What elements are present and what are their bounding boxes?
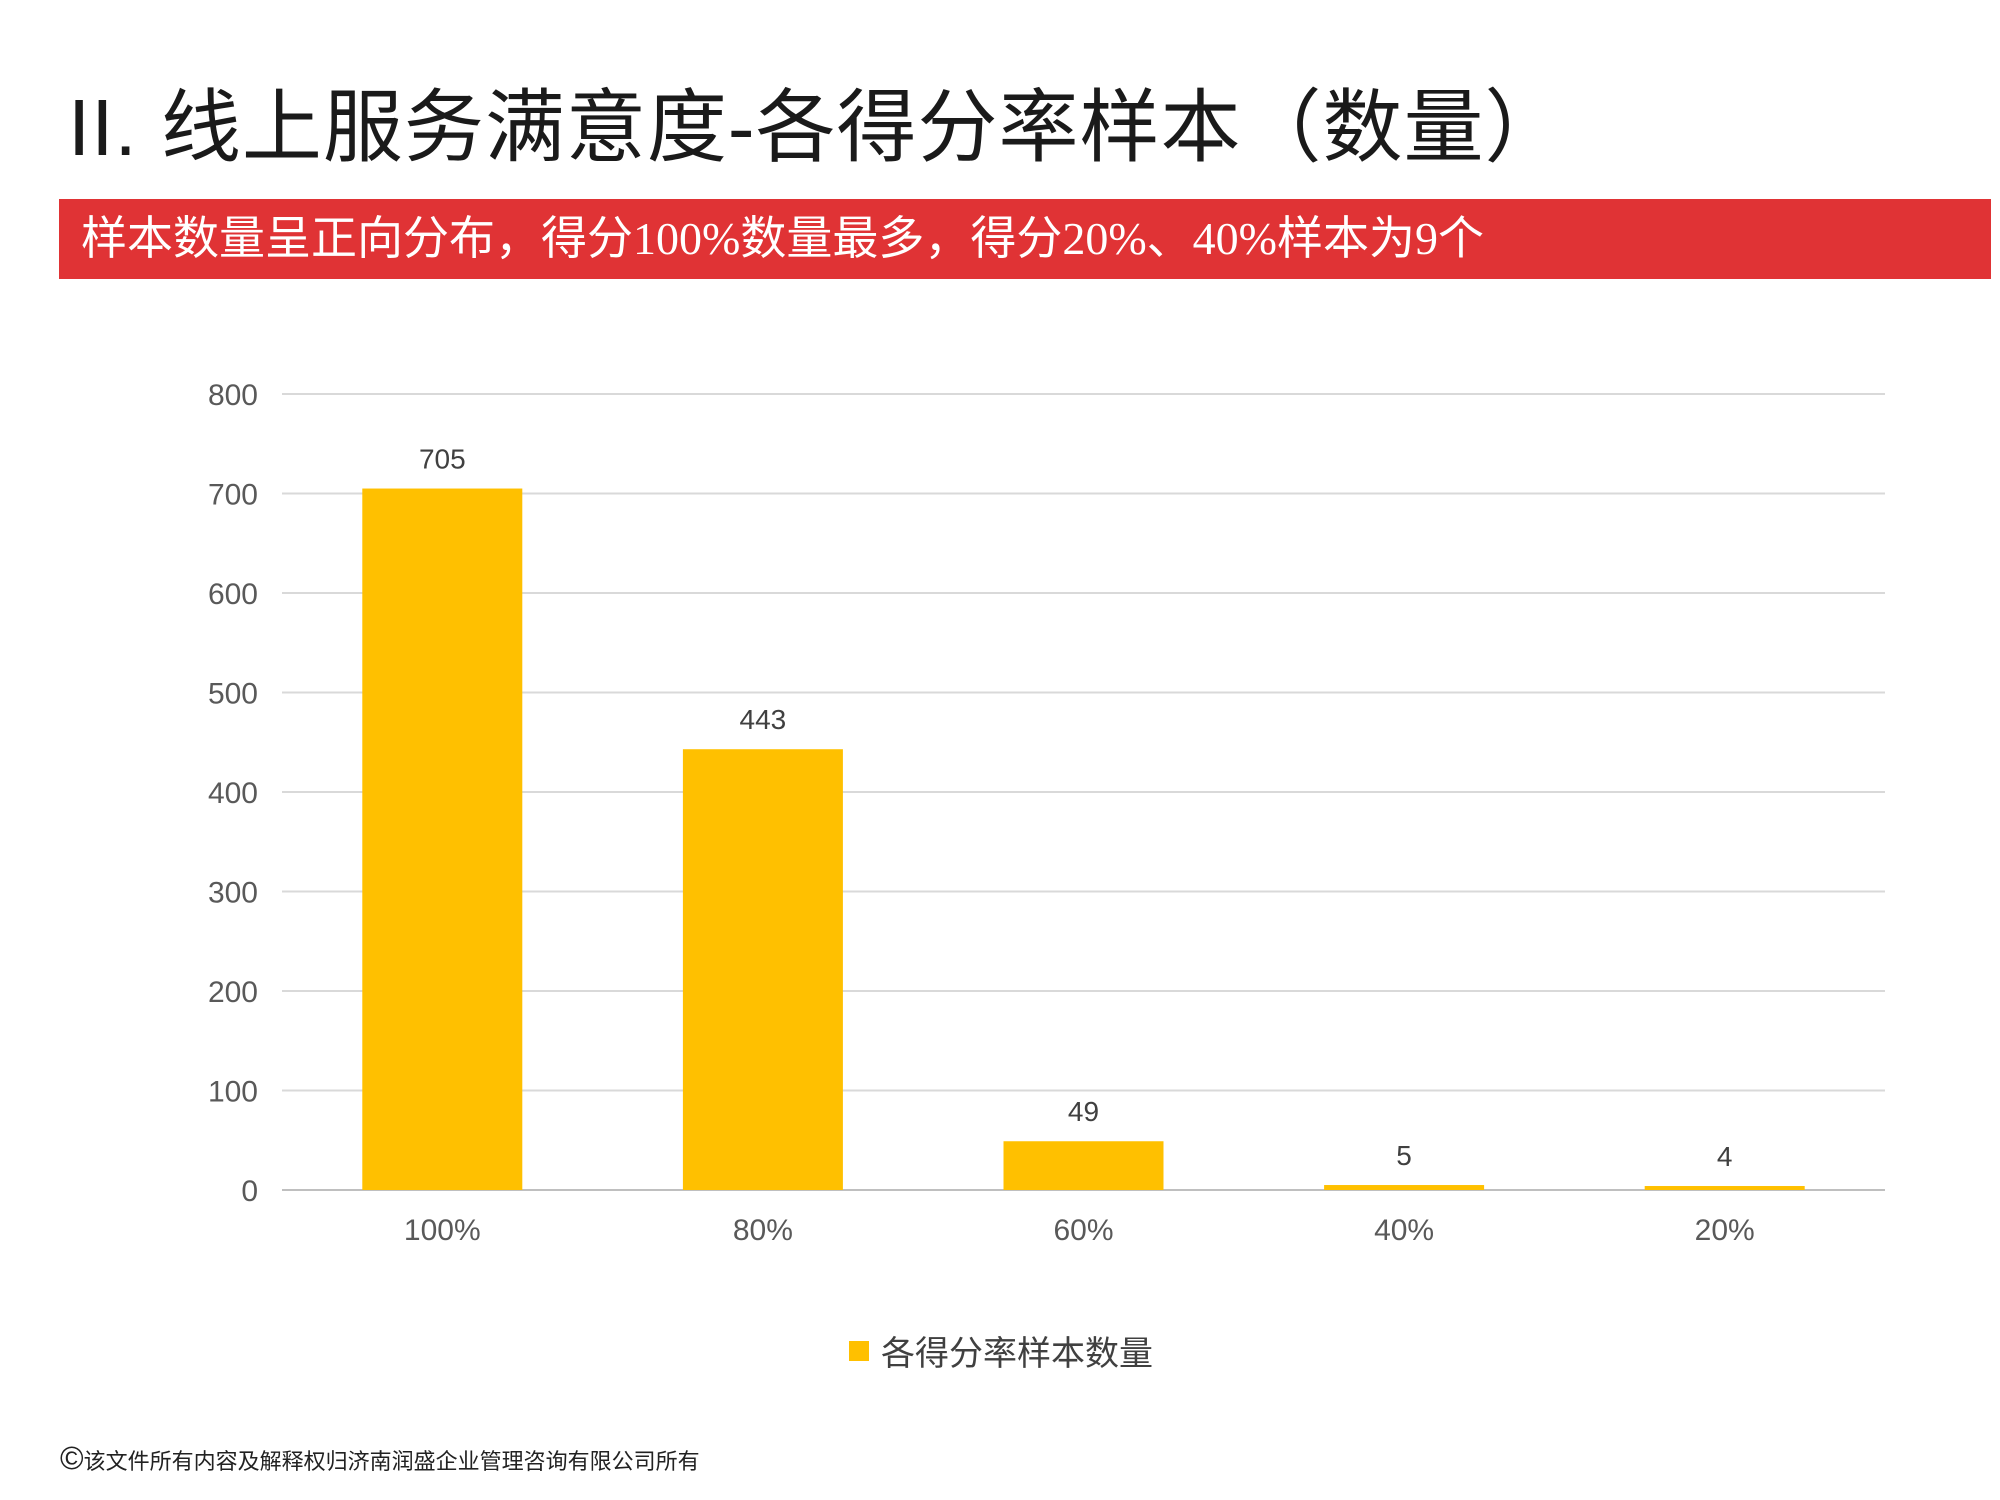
bar-20% bbox=[1644, 1186, 1805, 1190]
data-label: 443 bbox=[740, 704, 787, 735]
y-tick-label: 200 bbox=[208, 976, 258, 1009]
bar-40% bbox=[1324, 1185, 1485, 1190]
y-tick-label: 600 bbox=[208, 578, 258, 611]
x-tick-label: 40% bbox=[1374, 1214, 1434, 1247]
data-label: 4 bbox=[1717, 1141, 1733, 1172]
legend-swatch bbox=[849, 1340, 869, 1361]
chart-legend: 各得分率样本数量 bbox=[849, 1326, 1153, 1375]
summary-banner: 样本数量呈正向分布，得分100%数量最多，得分20%、40%样本为9个 bbox=[59, 199, 1991, 279]
bar-60% bbox=[1003, 1141, 1164, 1190]
data-label: 49 bbox=[1068, 1096, 1099, 1127]
bar-80% bbox=[682, 749, 843, 1190]
y-tick-label: 100 bbox=[208, 1076, 258, 1109]
data-label: 705 bbox=[419, 444, 466, 475]
y-tick-label: 0 bbox=[241, 1175, 258, 1208]
y-tick-label: 800 bbox=[208, 379, 258, 412]
x-tick-label: 60% bbox=[1053, 1214, 1113, 1247]
legend-label: 各得分率样本数量 bbox=[881, 1335, 1153, 1373]
summary-text: 样本数量呈正向分布，得分100%数量最多，得分20%、40%样本为9个 bbox=[81, 213, 1484, 264]
page-title: II. 线上服务满意度-各得分率样本（数量） bbox=[68, 83, 1566, 172]
bar-100% bbox=[362, 488, 523, 1190]
data-label: 5 bbox=[1396, 1140, 1412, 1171]
copyright-icon: © bbox=[60, 1440, 84, 1476]
x-tick-label: 100% bbox=[404, 1214, 481, 1247]
copyright-footer: ©该文件所有内容及解释权归济南润盛企业管理咨询有限公司所有 bbox=[60, 1440, 700, 1477]
copyright-text: 该文件所有内容及解释权归济南润盛企业管理咨询有限公司所有 bbox=[83, 1449, 700, 1474]
x-tick-label: 20% bbox=[1695, 1214, 1755, 1247]
y-tick-label: 700 bbox=[208, 479, 258, 512]
y-tick-label: 300 bbox=[208, 877, 258, 910]
y-tick-label: 400 bbox=[208, 777, 258, 810]
y-tick-label: 500 bbox=[208, 678, 258, 711]
x-tick-label: 80% bbox=[733, 1214, 793, 1247]
